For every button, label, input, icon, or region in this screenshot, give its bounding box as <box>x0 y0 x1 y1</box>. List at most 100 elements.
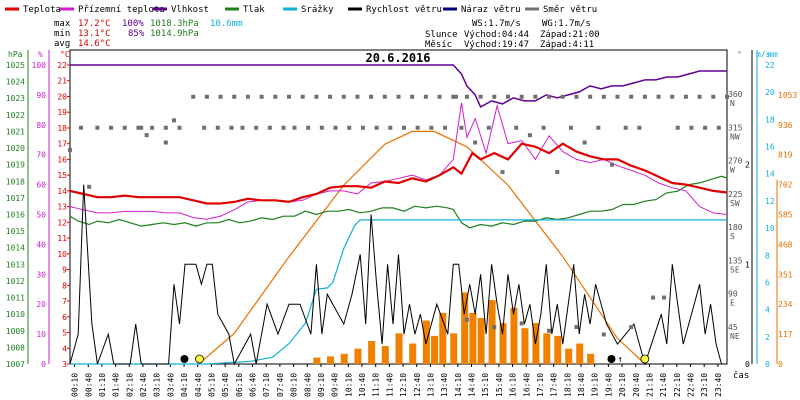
solar-bar <box>409 343 417 364</box>
dir-point <box>533 94 538 99</box>
stat-max-rain: 10.6mm <box>210 19 243 29</box>
press-tick-label: 1021 <box>6 127 25 136</box>
x-tick-label: 01:10 <box>98 373 107 397</box>
temp-tick-label: 12 <box>57 218 67 227</box>
dir-point <box>568 125 573 130</box>
solar-bar <box>313 357 321 364</box>
rain-tick-label: 4 <box>765 306 770 315</box>
dir-point <box>437 94 442 99</box>
temp-tick-label: 17 <box>57 140 67 149</box>
dir-point <box>464 94 469 99</box>
stat-max-temp: 17.2°C <box>78 19 111 29</box>
temp-tick-label: 22 <box>57 61 67 70</box>
solar-tick-label: 1053 <box>778 91 797 100</box>
x-tick-label: 01:40 <box>112 373 121 397</box>
dir-point <box>629 325 634 330</box>
dir-point <box>492 94 497 99</box>
dir-point <box>191 94 196 99</box>
dir-point <box>144 133 149 138</box>
rain-tick-label: 20 <box>765 88 775 97</box>
dir-point <box>306 125 311 130</box>
press-tick-label: 1022 <box>6 111 25 120</box>
solar-bar <box>576 343 584 364</box>
axis-unit-label: mm <box>768 50 778 59</box>
x-tick-label: 22:10 <box>673 373 682 397</box>
solar-bar <box>450 333 458 364</box>
x-tick-label: 14:40 <box>468 373 477 397</box>
x-tick-label: 09:40 <box>331 373 340 397</box>
dir-tick-label: E <box>730 299 735 308</box>
x-tick-label: 08:10 <box>290 373 299 397</box>
dir-point <box>328 94 333 99</box>
x-tick-label: 04:40 <box>194 373 203 397</box>
x-tick-label: 02:40 <box>139 373 148 397</box>
dir-point <box>369 94 374 99</box>
ms-tick-label: 1 <box>745 260 750 269</box>
solar-bar <box>543 333 551 364</box>
dir-point <box>601 332 606 337</box>
rain-tick-label: 14 <box>765 170 775 179</box>
dir-point <box>514 125 519 130</box>
axis-unit-label: m/s <box>756 50 771 59</box>
dir-tick-label: 135 <box>728 256 743 265</box>
series-press-line <box>69 175 728 229</box>
stat-avg-label: avg <box>54 39 70 49</box>
solar-bar <box>565 348 573 364</box>
stat-max-press: 1018.3hPa <box>150 19 199 29</box>
hum-tick-label: 20 <box>36 300 46 309</box>
series-hum-line <box>70 64 727 108</box>
solar-bar <box>469 312 477 364</box>
dir-tick-label: 45 <box>728 323 738 332</box>
hum-tick-label: 0 <box>41 360 46 369</box>
hum-tick-label: 100 <box>32 61 47 70</box>
x-tick-label: 23:10 <box>700 373 709 397</box>
x-tick-label: 03:10 <box>153 373 162 397</box>
dir-point <box>281 125 286 130</box>
dir-point <box>78 125 83 130</box>
axis-unit-label: hPa <box>8 50 23 59</box>
dir-point <box>273 94 278 99</box>
solar-tick-label: 585 <box>778 211 793 220</box>
legend-label: Tlak <box>243 5 265 15</box>
dir-tick-label: SW <box>730 199 740 208</box>
dir-point <box>136 125 141 130</box>
dir-point <box>683 94 688 99</box>
series-temp-line <box>69 142 728 205</box>
stat-max-hum: 100% <box>122 19 144 29</box>
x-tick-label: 19:10 <box>591 373 600 397</box>
dir-point <box>478 94 483 99</box>
info-sunset: Západ:21:00 <box>540 30 600 40</box>
series-solar-curve <box>198 130 646 365</box>
temp-tick-label: 19 <box>57 108 67 117</box>
dir-point <box>415 125 420 130</box>
x-tick-label: 09:10 <box>317 373 326 397</box>
dir-point <box>716 125 721 130</box>
dir-tick-label: NW <box>730 132 740 141</box>
info-sun-label: Slunce <box>425 30 458 40</box>
legend: Teplota Přízemní teplota Vlhkost Tlak Srážky… <box>5 5 597 15</box>
solar-tick-label: 468 <box>778 240 793 249</box>
axes: hPa% °C ° m/smm3456789101112131415161718192… <box>6 49 797 397</box>
dir-point <box>292 125 297 130</box>
hum-tick-label: 60 <box>36 181 46 190</box>
ms-tick-label: 2 <box>745 161 750 170</box>
x-tick-label: 22:40 <box>687 373 696 397</box>
x-tick-label: 20:40 <box>632 373 641 397</box>
hum-tick-label: 90 <box>36 91 46 100</box>
dir-tick-label: 315 <box>728 123 743 132</box>
dir-point <box>287 94 291 99</box>
solar-tick-label: 234 <box>778 300 793 309</box>
dir-point <box>177 125 182 130</box>
dir-point <box>202 125 207 130</box>
moon-moonset-marker <box>180 355 189 363</box>
dir-point <box>697 94 702 99</box>
dir-point <box>254 125 259 130</box>
dir-point <box>670 94 675 99</box>
solar-tick-label: 0 <box>778 360 783 369</box>
temp-tick-label: 21 <box>57 77 67 86</box>
x-tick-label: 12:10 <box>399 373 408 397</box>
dir-point <box>333 125 338 130</box>
temp-tick-label: 14 <box>57 187 67 196</box>
axis-unit-label: °C <box>60 50 70 59</box>
dir-point <box>610 162 615 167</box>
